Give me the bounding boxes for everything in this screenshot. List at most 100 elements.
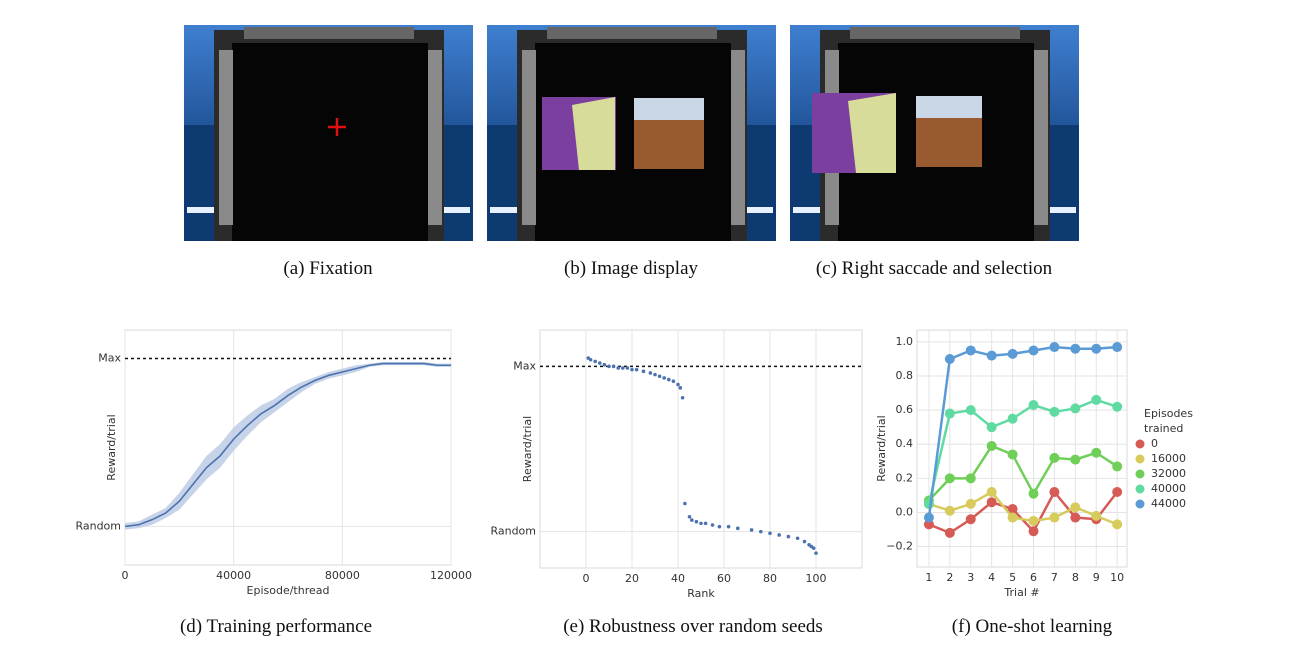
point: [694, 519, 699, 524]
point: [634, 367, 639, 372]
plot-frame: [539, 329, 863, 569]
point: [814, 551, 818, 555]
x-tick-label: 60: [717, 572, 731, 585]
point: [736, 526, 740, 531]
point: [944, 527, 955, 538]
legend-title: Episodes trained: [1144, 407, 1193, 435]
x-axis-label: Rank: [687, 587, 715, 600]
x-tick-label: 2: [946, 571, 953, 584]
point: [1091, 447, 1102, 458]
point: [667, 377, 671, 382]
point: [648, 371, 653, 375]
point: [1112, 519, 1123, 530]
point: [676, 382, 680, 387]
x-tick-label: 0: [122, 569, 129, 582]
panel-caption: (c) Right saccade and selection: [816, 258, 1053, 279]
legend-label: 0: [1151, 437, 1158, 450]
x-axis-label: Episode/thread: [247, 584, 330, 597]
series-line: [927, 345, 1118, 518]
legend-label: 40000: [1151, 482, 1186, 495]
point: [965, 498, 976, 509]
point: [1091, 510, 1102, 521]
point: [986, 422, 997, 433]
y-tick-label: 0.2: [896, 471, 914, 484]
x-tick-label: 120000: [430, 569, 472, 582]
point: [611, 364, 616, 369]
point: [678, 386, 683, 390]
point: [749, 528, 754, 532]
point: [1007, 504, 1018, 515]
point: [759, 529, 763, 534]
point: [986, 497, 997, 508]
point: [683, 501, 687, 506]
point: [923, 512, 934, 523]
chart-caption: (d) Training performance: [180, 616, 372, 637]
point: [1049, 512, 1060, 523]
point: [1028, 400, 1039, 411]
point: [1112, 461, 1123, 472]
x-tick-label: 0: [583, 572, 590, 585]
point: [630, 367, 634, 372]
point: [588, 357, 593, 362]
point: [1007, 449, 1018, 460]
x-tick-label: 6: [1030, 571, 1037, 584]
legend-label: 16000: [1151, 452, 1186, 465]
series-line: [928, 444, 1118, 502]
point: [1049, 486, 1060, 497]
x-tick-label: 10: [1110, 571, 1124, 584]
point: [625, 366, 630, 370]
plot-frame: [916, 329, 1128, 568]
y-tick-label: 0.8: [896, 369, 914, 382]
point: [671, 379, 676, 384]
point: [593, 359, 597, 364]
point: [1091, 343, 1102, 354]
y-tick-label: Random: [490, 525, 536, 538]
point: [777, 533, 781, 537]
x-tick-label: 8: [1072, 571, 1079, 584]
point: [710, 523, 715, 527]
point: [1112, 486, 1123, 497]
y-tick-label: 0.4: [896, 437, 914, 450]
panel-c-image: [790, 25, 1079, 241]
point: [1049, 406, 1060, 417]
chart-caption: (f) One-shot learning: [952, 616, 1113, 637]
x-tick-label: 5: [1009, 571, 1016, 584]
x-tick-label: 100: [806, 572, 827, 585]
point: [607, 364, 611, 369]
x-axis-label: Trial #: [1003, 586, 1039, 599]
point: [768, 531, 772, 536]
point: [1007, 512, 1018, 523]
legend-marker: [1135, 499, 1145, 509]
point: [662, 376, 666, 380]
point: [1070, 454, 1081, 465]
legend-marker: [1135, 469, 1145, 479]
panel-caption: (b) Image display: [564, 258, 699, 279]
point: [690, 518, 694, 522]
point: [641, 369, 646, 374]
chart-caption: (e) Robustness over random seeds: [563, 616, 823, 637]
point: [1028, 345, 1039, 356]
confidence-band: [125, 361, 451, 530]
x-tick-label: 4: [988, 571, 995, 584]
point: [1070, 512, 1081, 523]
point: [680, 395, 685, 400]
series-line: [927, 398, 1118, 505]
point: [944, 473, 955, 484]
point: [1091, 394, 1102, 405]
y-tick-label: 1.0: [896, 335, 914, 348]
point: [1112, 342, 1123, 353]
point: [986, 486, 997, 497]
point: [986, 350, 997, 361]
series-line: [928, 490, 1118, 526]
x-tick-label: 40000: [216, 569, 251, 582]
point: [986, 440, 997, 451]
point: [1007, 348, 1018, 359]
panel-b-image: [487, 25, 776, 241]
point: [657, 374, 662, 379]
x-tick-label: 3: [967, 571, 974, 584]
y-tick-label: Max: [513, 359, 536, 372]
point: [944, 353, 955, 364]
point: [965, 345, 976, 356]
